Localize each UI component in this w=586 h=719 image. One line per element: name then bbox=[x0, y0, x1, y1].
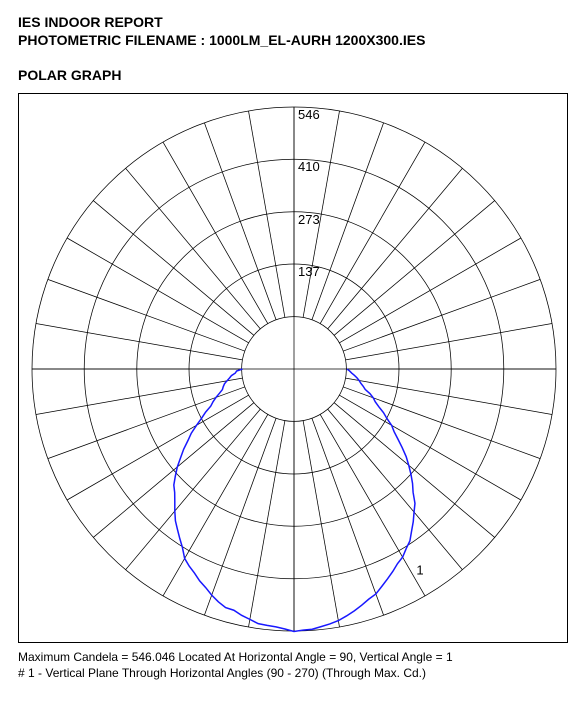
filename-label: PHOTOMETRIC FILENAME : bbox=[18, 32, 209, 48]
chart-footer: Maximum Candela = 546.046 Located At Hor… bbox=[18, 649, 568, 681]
svg-text:546: 546 bbox=[298, 107, 320, 122]
svg-text:137: 137 bbox=[298, 264, 320, 279]
filename-line: PHOTOMETRIC FILENAME : 1000LM_EL-AURH 12… bbox=[18, 32, 568, 50]
report-title: IES INDOOR REPORT bbox=[18, 14, 568, 32]
svg-text:1: 1 bbox=[416, 563, 423, 578]
polar-chart: 137 273 410 546 1 bbox=[18, 93, 568, 643]
polar-svg: 137 273 410 546 1 bbox=[19, 94, 567, 642]
footer-line-1: Maximum Candela = 546.046 Located At Hor… bbox=[18, 649, 568, 665]
filename-value: 1000LM_EL-AURH 1200X300.IES bbox=[209, 32, 425, 48]
section-title: POLAR GRAPH bbox=[18, 67, 568, 83]
svg-text:273: 273 bbox=[298, 212, 320, 227]
svg-text:410: 410 bbox=[298, 159, 320, 174]
footer-line-2: # 1 - Vertical Plane Through Horizontal … bbox=[18, 665, 568, 681]
